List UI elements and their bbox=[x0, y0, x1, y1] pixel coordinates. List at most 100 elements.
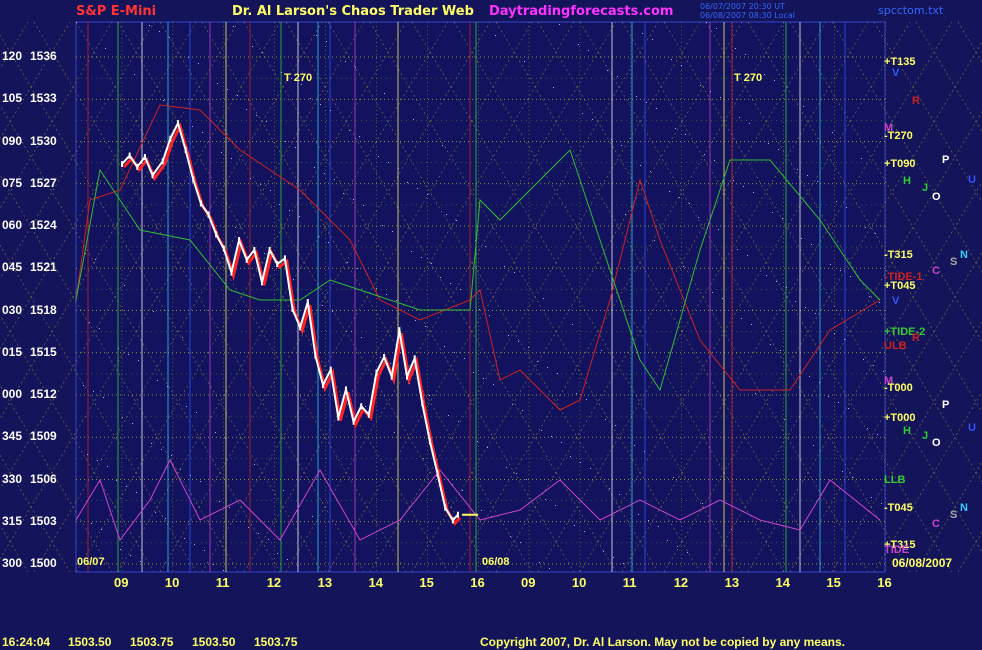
y-tick-angle: 090 bbox=[2, 133, 23, 148]
price-bar bbox=[436, 470, 439, 477]
x-tick-label: 12 bbox=[266, 575, 282, 590]
price-bar bbox=[451, 517, 454, 524]
x-tick-label: 14 bbox=[775, 575, 790, 590]
price-bar bbox=[456, 511, 459, 518]
price-bar bbox=[367, 411, 370, 418]
price-bar bbox=[428, 438, 431, 445]
price-bar bbox=[383, 353, 386, 360]
price-bar bbox=[337, 414, 340, 421]
price-bar bbox=[151, 172, 154, 179]
y-tick-price: 1527 bbox=[30, 175, 57, 190]
right-label: +T090 bbox=[884, 158, 916, 171]
right-label: +TIDE-2 bbox=[884, 326, 926, 339]
right-label: -TIDE-1 bbox=[884, 271, 923, 284]
x-tick-label: 11 bbox=[215, 575, 230, 590]
price-bar bbox=[344, 386, 347, 393]
time-label: T 270 bbox=[284, 72, 312, 84]
site-link[interactable]: Daytradingforecasts.com bbox=[489, 4, 674, 19]
date-left: 06/07 bbox=[77, 556, 105, 568]
price-bar bbox=[276, 261, 279, 268]
magenta-cycle bbox=[75, 458, 881, 542]
y-tick-angle: 315 bbox=[2, 513, 23, 528]
price-bar bbox=[222, 245, 225, 252]
y-tick-label: 120 1536 bbox=[2, 49, 57, 63]
x-tick-label: 09 bbox=[114, 575, 129, 590]
y-tick-angle: 300 bbox=[2, 556, 23, 570]
y-tick-price: 1518 bbox=[30, 302, 57, 317]
x-tick-label: 11 bbox=[622, 575, 637, 590]
x-tick-label: 15 bbox=[826, 575, 841, 590]
y-tick-angle: 105 bbox=[2, 91, 23, 106]
y-tick-label: 075 1527 bbox=[2, 176, 57, 190]
right-label: ULB bbox=[884, 340, 907, 353]
right-label: O bbox=[932, 437, 941, 450]
price-bar bbox=[199, 200, 202, 207]
right-label: S bbox=[950, 255, 958, 268]
y-tick-price: 1524 bbox=[30, 218, 57, 232]
price-bar bbox=[444, 504, 447, 511]
price-bar bbox=[360, 403, 363, 410]
y-tick-angle: 030 bbox=[2, 302, 23, 317]
right-label: H bbox=[903, 424, 911, 437]
y-tick-price: 1536 bbox=[30, 49, 57, 63]
x-tick-label: 16 bbox=[877, 575, 892, 590]
y-tick-price: 1500 bbox=[30, 556, 57, 570]
y-tick-angle: 075 bbox=[2, 175, 23, 190]
x-tick-label: 15 bbox=[419, 575, 434, 590]
stamp-ut: 06/07/2007 20:30 UT bbox=[700, 2, 785, 11]
y-tick-label: 030 1518 bbox=[2, 303, 57, 317]
x-tick-label: 13 bbox=[724, 575, 740, 590]
right-label: U bbox=[968, 173, 976, 186]
plot-area bbox=[75, 21, 886, 573]
right-label: -T270 bbox=[884, 130, 913, 143]
price-bar bbox=[413, 355, 416, 362]
stamp-local: 06/08/2007 08:30 Local bbox=[700, 11, 795, 20]
price-bar bbox=[314, 352, 317, 359]
y-tick-price: 1515 bbox=[30, 344, 57, 359]
right-label: S bbox=[950, 509, 958, 522]
price-bar bbox=[299, 324, 302, 331]
status-time: 16:24:04 bbox=[2, 635, 51, 649]
price-bar bbox=[322, 382, 325, 389]
right-label: M bbox=[884, 121, 894, 134]
x-tick-label: 09 bbox=[521, 575, 536, 590]
right-label: O bbox=[932, 190, 941, 203]
y-tick-angle: 045 bbox=[2, 260, 23, 275]
right-label: +T135 bbox=[884, 55, 916, 68]
right-label: +T315 bbox=[884, 538, 916, 551]
y-tick-label: 000 1512 bbox=[2, 387, 57, 401]
status-close: 1503.75 bbox=[254, 635, 298, 649]
price-bar bbox=[352, 418, 355, 425]
y-tick-angle: 345 bbox=[2, 429, 23, 444]
right-label: V bbox=[892, 66, 900, 79]
price-bar bbox=[176, 120, 179, 127]
time-label: T 270 bbox=[734, 72, 762, 84]
right-label: C bbox=[932, 265, 940, 278]
y-tick-price: 1533 bbox=[30, 91, 57, 106]
price-bar bbox=[253, 246, 256, 253]
y-tick-angle: 015 bbox=[2, 344, 23, 359]
y-tick-label: 090 1530 bbox=[2, 134, 57, 148]
right-label: R bbox=[912, 331, 920, 344]
y-tick-price: 1509 bbox=[30, 429, 57, 444]
price-bar bbox=[283, 255, 286, 262]
right-label: +T000 bbox=[884, 411, 916, 424]
right-label: -T000 bbox=[884, 382, 913, 395]
right-label: TIDE bbox=[884, 544, 910, 557]
x-tick-label: 12 bbox=[673, 575, 689, 590]
price-bar bbox=[260, 279, 263, 286]
price-bar bbox=[291, 306, 294, 313]
dot-texture bbox=[76, 22, 884, 571]
x-tick-label: 10 bbox=[571, 575, 587, 590]
right-label: -T315 bbox=[884, 248, 913, 261]
right-label: P bbox=[942, 399, 950, 412]
y-tick-price: 1506 bbox=[30, 471, 57, 486]
y-tick-price: 1503 bbox=[30, 513, 57, 528]
y-tick-angle: 060 bbox=[2, 218, 23, 232]
right-label: J bbox=[922, 182, 929, 195]
right-label: R bbox=[912, 95, 920, 108]
y-tick-label: 060 1524 bbox=[2, 218, 57, 232]
right-label: J bbox=[922, 430, 929, 443]
price-bar bbox=[375, 369, 378, 376]
x-tick-label: 16 bbox=[470, 575, 485, 590]
